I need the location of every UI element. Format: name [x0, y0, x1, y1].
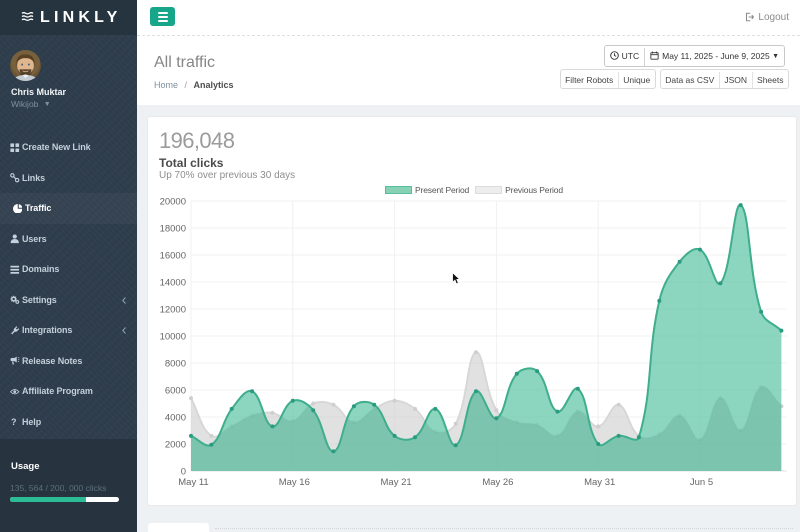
svg-text:18000: 18000 [160, 224, 186, 235]
svg-text:2000: 2000 [165, 440, 186, 451]
svg-text:May 31: May 31 [584, 477, 615, 488]
svg-text:May 16: May 16 [279, 477, 310, 488]
svg-text:May 26: May 26 [482, 477, 513, 488]
svg-text:20000: 20000 [160, 197, 186, 208]
svg-text:14000: 14000 [160, 278, 186, 289]
svg-text:0: 0 [181, 467, 186, 478]
svg-text:May 11: May 11 [178, 477, 208, 488]
svg-text:12000: 12000 [160, 305, 186, 316]
svg-text:8000: 8000 [165, 359, 186, 370]
svg-text:16000: 16000 [160, 251, 186, 262]
svg-text:6000: 6000 [165, 386, 186, 397]
svg-text:4000: 4000 [165, 413, 186, 424]
svg-text:Jun 5: Jun 5 [690, 477, 713, 488]
svg-text:10000: 10000 [160, 332, 186, 343]
svg-text:May 21: May 21 [381, 477, 412, 488]
